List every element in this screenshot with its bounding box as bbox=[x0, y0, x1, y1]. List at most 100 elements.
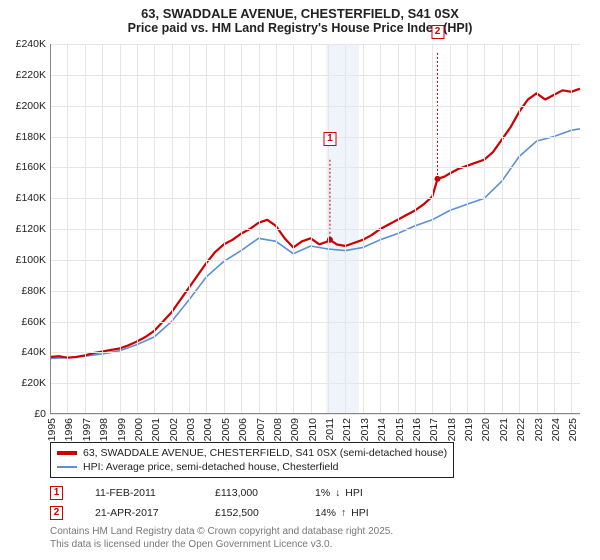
arrow-up-icon: ↑ bbox=[341, 507, 346, 519]
marker-dot bbox=[435, 176, 441, 182]
gridline-v bbox=[241, 44, 242, 414]
gridline-v bbox=[450, 44, 451, 414]
legend-swatch bbox=[57, 451, 77, 455]
x-axis-label: 2003 bbox=[185, 418, 197, 441]
x-axis-label: 2000 bbox=[133, 418, 145, 441]
gridline-v bbox=[311, 44, 312, 414]
gridline-v bbox=[484, 44, 485, 414]
y-axis-label: £220K bbox=[16, 69, 46, 81]
x-axis-label: 2007 bbox=[255, 418, 267, 441]
gridline-h bbox=[50, 291, 580, 292]
x-axis-label: 2001 bbox=[150, 418, 162, 441]
x-axis-label: 2009 bbox=[289, 418, 301, 441]
x-axis-label: 2015 bbox=[394, 418, 406, 441]
footer-note: Contains HM Land Registry data © Crown c… bbox=[50, 526, 580, 551]
x-axis-label: 2010 bbox=[307, 418, 319, 441]
gridline-h bbox=[50, 414, 580, 415]
sale-row-marker: 1 bbox=[50, 486, 63, 500]
gridline-v bbox=[206, 44, 207, 414]
sale-rows-table: 1 11-FEB-2011£113,0001% ↓ HPI 2 21-APR-2017… bbox=[50, 486, 580, 520]
sale-row-delta: 1% ↓ HPI bbox=[315, 487, 435, 499]
sale-row: 1 11-FEB-2011£113,0001% ↓ HPI bbox=[50, 486, 580, 500]
x-axis-label: 2017 bbox=[428, 418, 440, 441]
x-axis-label: 2024 bbox=[550, 418, 562, 441]
gridline-v bbox=[519, 44, 520, 414]
gridline-v bbox=[432, 44, 433, 414]
legend-swatch bbox=[57, 466, 77, 468]
gridline-v bbox=[120, 44, 121, 414]
y-axis-label: £0 bbox=[34, 408, 46, 420]
footer-line1: Contains HM Land Registry data © Crown c… bbox=[50, 526, 580, 539]
x-axis-label: 2021 bbox=[498, 418, 510, 441]
y-axis-label: £120K bbox=[16, 223, 46, 235]
x-axis-label: 2025 bbox=[567, 418, 579, 441]
gridline-h bbox=[50, 352, 580, 353]
series-line-price_paid bbox=[50, 89, 580, 358]
gridline-v bbox=[154, 44, 155, 414]
axis-line-left bbox=[50, 44, 51, 414]
gridline-h bbox=[50, 106, 580, 107]
y-axis-label: £140K bbox=[16, 192, 46, 204]
gridline-h bbox=[50, 229, 580, 230]
gridline-v bbox=[189, 44, 190, 414]
axis-line-bottom bbox=[50, 413, 580, 414]
x-axis-label: 1996 bbox=[63, 418, 75, 441]
x-axis-label: 2008 bbox=[272, 418, 284, 441]
sale-row-delta: 14% ↑ HPI bbox=[315, 507, 435, 519]
y-axis-label: £200K bbox=[16, 100, 46, 112]
y-axis-label: £180K bbox=[16, 131, 46, 143]
gridline-v bbox=[537, 44, 538, 414]
gridline-v bbox=[328, 44, 329, 414]
x-axis-label: 2005 bbox=[220, 418, 232, 441]
gridline-v bbox=[276, 44, 277, 414]
sale-row-amount: £152,500 bbox=[215, 507, 315, 519]
gridline-v bbox=[85, 44, 86, 414]
x-axis-label: 2014 bbox=[376, 418, 388, 441]
x-axis-label: 1997 bbox=[81, 418, 93, 441]
y-axis-label: £240K bbox=[16, 38, 46, 50]
gridline-v bbox=[293, 44, 294, 414]
gridline-v bbox=[137, 44, 138, 414]
x-axis-label: 1995 bbox=[46, 418, 58, 441]
arrow-down-icon: ↓ bbox=[335, 487, 340, 499]
gridline-h bbox=[50, 322, 580, 323]
gridline-v bbox=[224, 44, 225, 414]
x-axis-label: 2023 bbox=[533, 418, 545, 441]
gridline-v bbox=[363, 44, 364, 414]
y-axis-label: £100K bbox=[16, 254, 46, 266]
gridline-h bbox=[50, 260, 580, 261]
footer-line2: This data is licensed under the Open Gov… bbox=[50, 539, 580, 552]
gridline-v bbox=[259, 44, 260, 414]
x-axis-label: 2004 bbox=[202, 418, 214, 441]
gridline-h bbox=[50, 75, 580, 76]
gridline-v bbox=[398, 44, 399, 414]
gridline-v bbox=[380, 44, 381, 414]
legend-row-price_paid: 63, SWADDALE AVENUE, CHESTERFIELD, S41 0… bbox=[57, 446, 447, 460]
chart-title-block: 63, SWADDALE AVENUE, CHESTERFIELD, S41 0… bbox=[0, 0, 600, 37]
x-axis-label: 2013 bbox=[359, 418, 371, 441]
x-axis-label: 1999 bbox=[116, 418, 128, 441]
x-axis-label: 2006 bbox=[237, 418, 249, 441]
legend-label: HPI: Average price, semi-detached house,… bbox=[83, 460, 338, 474]
x-axis-label: 2020 bbox=[480, 418, 492, 441]
series-line-hpi bbox=[50, 129, 580, 359]
chart-plot-area: £0£20K£40K£60K£80K£100K£120K£140K£160K£1… bbox=[50, 44, 580, 414]
gridline-v bbox=[172, 44, 173, 414]
y-axis-label: £80K bbox=[21, 285, 46, 297]
y-axis-label: £60K bbox=[21, 316, 46, 328]
marker-label-box: 1 bbox=[323, 132, 336, 146]
x-axis-label: 2012 bbox=[341, 418, 353, 441]
sale-row-marker: 2 bbox=[50, 506, 63, 520]
gridline-h bbox=[50, 198, 580, 199]
sale-row-date: 21-APR-2017 bbox=[95, 507, 215, 519]
sale-row-date: 11-FEB-2011 bbox=[95, 487, 215, 499]
y-axis-label: £160K bbox=[16, 161, 46, 173]
x-axis-label: 2011 bbox=[324, 418, 336, 441]
gridline-v bbox=[415, 44, 416, 414]
gridline-h bbox=[50, 167, 580, 168]
x-axis-label: 2016 bbox=[411, 418, 423, 441]
gridline-v bbox=[345, 44, 346, 414]
gridline-v bbox=[102, 44, 103, 414]
chart-title-line2: Price paid vs. HM Land Registry's House … bbox=[0, 21, 600, 35]
sale-row-amount: £113,000 bbox=[215, 487, 315, 499]
